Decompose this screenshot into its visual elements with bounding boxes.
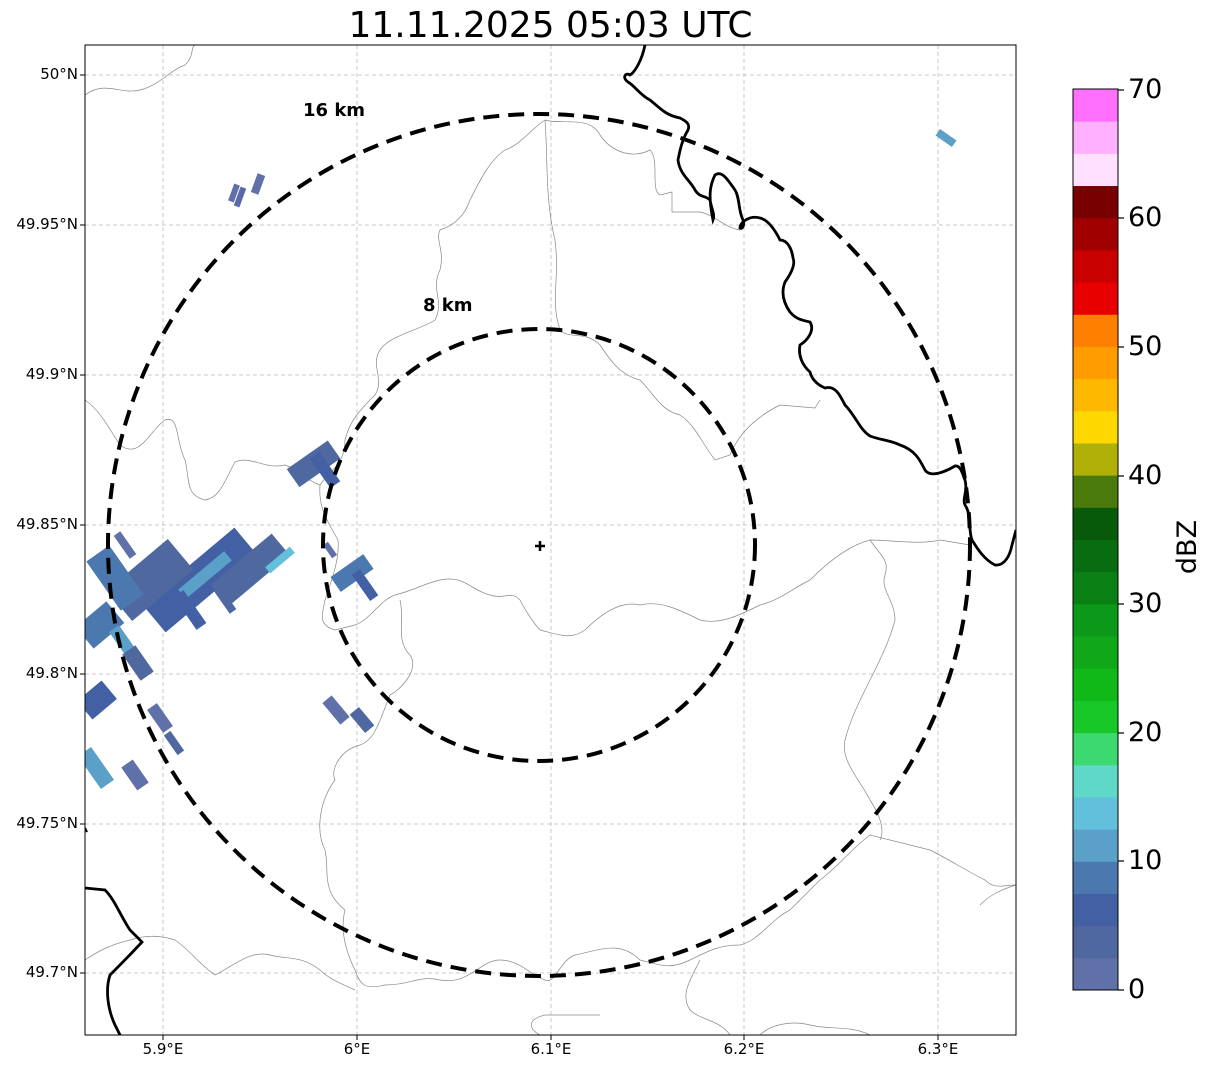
lon-tick-label: 6.2°E xyxy=(723,1040,765,1058)
lon-tick-label: 6°E xyxy=(343,1040,371,1058)
colorbar-segment xyxy=(1073,282,1118,315)
municipal-boundaries xyxy=(85,45,1016,1035)
colorbar-segment xyxy=(1073,89,1118,122)
colorbar-segment xyxy=(1073,700,1118,734)
chart-title: 11.11.2025 05:03 UTC xyxy=(348,5,753,46)
range-rings xyxy=(106,112,972,978)
colorbar-segment xyxy=(1073,378,1118,412)
lat-tick-label: 49.8°N xyxy=(25,664,78,682)
lat-tick-label: 49.75°N xyxy=(16,814,78,832)
colorbar-segment xyxy=(1073,603,1118,637)
radar-site-marker xyxy=(535,541,545,551)
colorbar-segment xyxy=(1073,636,1118,669)
colorbar-segment xyxy=(1073,217,1118,251)
range-ring-16km xyxy=(106,112,972,978)
colorbar-segment xyxy=(1073,925,1118,959)
lon-tick-label: 6.3°E xyxy=(917,1040,959,1058)
colorbar-tick-label: 70 xyxy=(1128,74,1163,105)
range-ring-8km xyxy=(321,327,757,763)
colorbar-axis-label: dBZ xyxy=(1172,519,1204,575)
lon-tick-label: 6.1°E xyxy=(530,1040,572,1058)
colorbar-segment xyxy=(1073,410,1118,444)
colorbar-segment xyxy=(1073,571,1118,605)
colorbar-tick-label: 40 xyxy=(1128,460,1163,491)
colorbar xyxy=(1073,89,1118,991)
colorbar-segment xyxy=(1073,829,1118,862)
colorbar-segment xyxy=(1073,121,1118,154)
lat-tick-label: 49.7°N xyxy=(25,963,78,981)
lat-tick-label: 49.95°N xyxy=(16,215,78,233)
colorbar-tick-label: 60 xyxy=(1128,202,1163,233)
axis-tick-marks xyxy=(80,74,939,1040)
colorbar-segment xyxy=(1073,249,1118,283)
lat-tick-label: 50°N xyxy=(40,65,78,83)
lat-tick-label: 49.9°N xyxy=(25,365,78,383)
colorbar-tick-marks xyxy=(1118,89,1124,991)
range-ring-label-8km: 8 km xyxy=(423,295,473,316)
colorbar-tick-label: 50 xyxy=(1128,331,1163,362)
lon-tick-label: 5.9°E xyxy=(142,1040,184,1058)
range-ring-label-16km: 16 km xyxy=(303,100,366,121)
colorbar-segment xyxy=(1073,442,1118,476)
colorbar-segment xyxy=(1073,893,1118,927)
colorbar-segment xyxy=(1073,507,1118,540)
colorbar-segment xyxy=(1073,764,1118,798)
colorbar-segment xyxy=(1073,957,1118,991)
colorbar-frame xyxy=(1072,88,1119,991)
colorbar-tick-label: 30 xyxy=(1128,588,1163,619)
national-border-south-west xyxy=(85,886,144,1035)
colorbar-segment xyxy=(1073,668,1118,701)
colorbar-segment xyxy=(1073,185,1118,219)
colorbar-segment xyxy=(1073,346,1118,380)
colorbar-segment xyxy=(1073,732,1118,766)
colorbar-segment xyxy=(1073,475,1118,508)
lat-tick-label: 49.85°N xyxy=(16,515,78,533)
colorbar-segment xyxy=(1073,861,1118,894)
colorbar-tick-label: 10 xyxy=(1128,845,1163,876)
colorbar-tick-label: 20 xyxy=(1128,717,1163,748)
colorbar-segment xyxy=(1073,796,1118,830)
colorbar-segment xyxy=(1073,539,1118,573)
colorbar-segment xyxy=(1073,314,1118,347)
colorbar-tick-label: 0 xyxy=(1128,974,1146,1005)
gridlines xyxy=(85,45,1016,1035)
colorbar-segment xyxy=(1073,153,1118,187)
